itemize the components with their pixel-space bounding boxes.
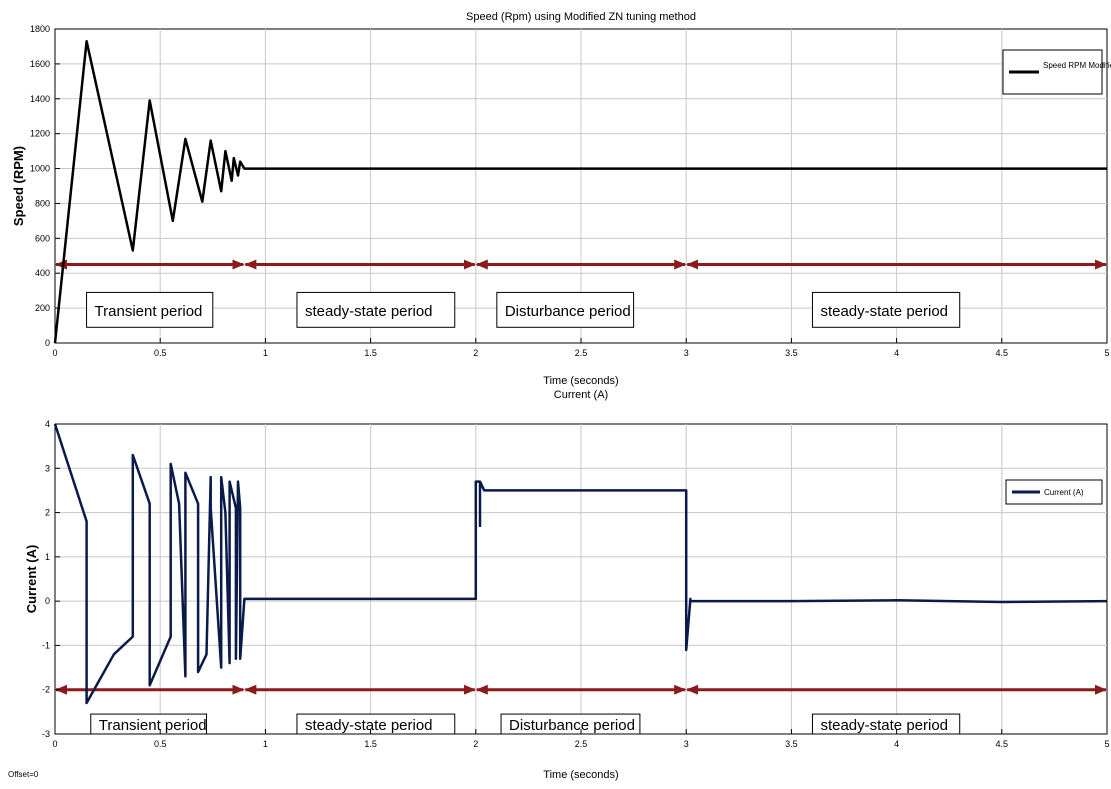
current-legend: Current (A) bbox=[1005, 479, 1103, 505]
current-y-tick-label: 4 bbox=[45, 419, 50, 429]
current-series-layer bbox=[53, 423, 1108, 705]
speed-x-tick-label: 0.5 bbox=[154, 348, 167, 358]
speed-x-axis-label: Time (seconds) bbox=[543, 375, 618, 387]
current-x-tick-label: 2.5 bbox=[575, 739, 588, 749]
current-chart-panel: Current (A) Time (seconds) Current (A) T… bbox=[24, 389, 1110, 781]
speed-period-label: Disturbance period bbox=[505, 303, 631, 320]
speed-x-tick-label: 4.5 bbox=[996, 348, 1009, 358]
speed-y-tick-label: 1200 bbox=[30, 129, 50, 139]
current-period-box bbox=[500, 713, 641, 735]
current-period-box bbox=[90, 713, 207, 735]
speed-x-tick-label: 4 bbox=[894, 348, 899, 358]
speed-period-box bbox=[296, 291, 456, 328]
current-y-tick-label: -2 bbox=[42, 685, 50, 695]
speed-period-label: Transient period bbox=[95, 303, 203, 320]
current-period-annotations: Transient period steady-state period Distu… bbox=[55, 684, 1107, 735]
speed-x-tick-label: 2.5 bbox=[575, 348, 588, 358]
current-tick-labels: 0 0.5 1 1.5 2 2.5 3 3.5 4 4.5 5 -3 -2 -1 0 1 2 3 4 bbox=[42, 419, 1110, 749]
speed-series-line bbox=[53, 39, 1107, 344]
speed-period-box bbox=[811, 291, 961, 328]
speed-chart-panel: Speed (Rpm) using Modified ZN tuning met… bbox=[11, 11, 1111, 387]
speed-x-tick-label: 3 bbox=[684, 348, 689, 358]
current-y-tick-label: 3 bbox=[45, 463, 50, 473]
speed-legend-label: Speed RPM Modified ZN bbox=[1043, 61, 1111, 70]
current-period-label: Disturbance period bbox=[509, 717, 635, 734]
current-x-tick-label: 0 bbox=[52, 739, 57, 749]
current-x-tick-label: 1 bbox=[263, 739, 268, 749]
current-y-tick-label: -3 bbox=[42, 729, 50, 739]
speed-tick-labels: 0 0.5 1 1.5 2 2.5 3 3.5 4 4.5 5 0 200 400 600 800 1000 12… bbox=[30, 24, 1110, 358]
speed-y-tick-label: 400 bbox=[35, 268, 50, 278]
current-x-tick-label: 3 bbox=[684, 739, 689, 749]
speed-period-annotations: Transient period steady-state period Distu… bbox=[55, 259, 1107, 328]
speed-y-tick-label: 1000 bbox=[30, 164, 50, 174]
speed-x-tick-label: 3.5 bbox=[785, 348, 798, 358]
current-x-tick-label: 2 bbox=[473, 739, 478, 749]
current-y-tick-label: -1 bbox=[42, 640, 50, 650]
current-x-tick-label: 4 bbox=[894, 739, 899, 749]
current-x-tick-label: 4.5 bbox=[996, 739, 1009, 749]
speed-x-tick-label: 0 bbox=[52, 348, 57, 358]
speed-period-label: steady-state period bbox=[820, 303, 948, 320]
speed-period-box bbox=[496, 291, 635, 328]
current-x-tick-label: 1.5 bbox=[364, 739, 377, 749]
speed-y-tick-label: 200 bbox=[35, 303, 50, 313]
speed-y-axis-label: Speed (RPM) bbox=[11, 146, 26, 226]
speed-period-box bbox=[86, 291, 214, 328]
speed-series-layer bbox=[53, 39, 1107, 344]
speed-x-tick-label: 5 bbox=[1104, 348, 1109, 358]
speed-y-tick-label: 600 bbox=[35, 233, 50, 243]
current-period-box bbox=[811, 713, 961, 735]
current-period-box bbox=[296, 713, 456, 735]
current-x-tick-label: 3.5 bbox=[785, 739, 798, 749]
speed-y-tick-label: 0 bbox=[45, 338, 50, 348]
speed-x-tick-label: 1 bbox=[263, 348, 268, 358]
current-y-tick-label: 0 bbox=[45, 596, 50, 606]
current-chart-title: Current (A) bbox=[554, 389, 608, 401]
current-period-label: steady-state period bbox=[305, 717, 433, 734]
speed-period-label: steady-state period bbox=[305, 303, 433, 320]
current-period-label: Transient period bbox=[99, 717, 207, 734]
current-x-tick-label: 5 bbox=[1104, 739, 1109, 749]
current-x-axis-label: Time (seconds) bbox=[543, 769, 618, 781]
current-y-tick-label: 2 bbox=[45, 508, 50, 518]
speed-y-tick-label: 1400 bbox=[30, 94, 50, 104]
speed-y-tick-label: 1600 bbox=[30, 59, 50, 69]
current-x-tick-label: 0.5 bbox=[154, 739, 167, 749]
speed-x-tick-label: 1.5 bbox=[364, 348, 377, 358]
current-y-axis-label: Current (A) bbox=[24, 545, 39, 614]
current-legend-label: Current (A) bbox=[1044, 488, 1084, 497]
current-period-label: steady-state period bbox=[820, 717, 948, 734]
speed-y-tick-label: 800 bbox=[35, 198, 50, 208]
speed-legend: Speed RPM Modified ZN bbox=[1002, 49, 1111, 95]
speed-chart-title: Speed (Rpm) using Modified ZN tuning met… bbox=[466, 11, 696, 23]
speed-y-tick-label: 1800 bbox=[30, 24, 50, 34]
current-series-line bbox=[53, 423, 1108, 705]
speed-x-tick-label: 2 bbox=[473, 348, 478, 358]
offset-note: Offset=0 bbox=[8, 770, 39, 779]
current-y-tick-label: 1 bbox=[45, 552, 50, 562]
